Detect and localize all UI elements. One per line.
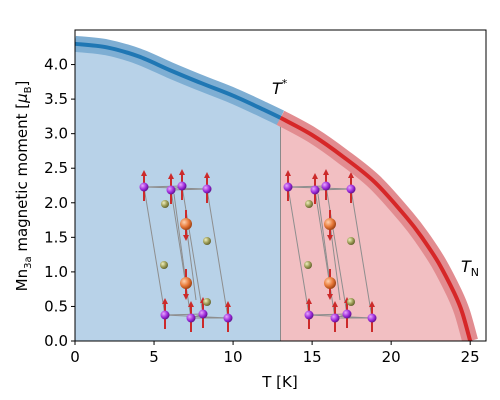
mn-atom — [139, 182, 149, 192]
x-tick-label: 15 — [303, 348, 322, 366]
series-blue-line — [75, 41, 282, 120]
bond-line — [164, 313, 204, 316]
mn-atom — [160, 310, 170, 320]
y-tick-label: 0.0 — [44, 332, 68, 350]
y-axis-ticks: 0.0 0.5 1.0 1.5 2.0 2.5 3.0 3.5 4.0 — [44, 56, 75, 350]
t-n-sub: N — [471, 266, 479, 279]
x-tick-label: 25 — [461, 348, 480, 366]
moment-arrow-head — [327, 294, 333, 300]
y-tick-label: 1.5 — [44, 228, 68, 246]
moment-arrow-head — [183, 294, 189, 300]
plot-frame — [74, 29, 487, 342]
mn-atom — [202, 184, 212, 194]
t-n-base: T — [461, 257, 472, 276]
mn-atom — [186, 313, 196, 323]
y-tick-label: 2.5 — [44, 159, 68, 177]
moment-arrow-head — [306, 298, 312, 304]
y-title-rest: magnetic moment [ — [13, 103, 31, 257]
mn-atom — [346, 184, 356, 194]
mn-atom — [198, 309, 208, 319]
moment-arrow-head — [327, 235, 333, 241]
crystal-structure-inset-right — [283, 169, 377, 332]
mn-atom — [342, 309, 352, 319]
x-axis-ticks: 0 5 10 15 20 25 — [70, 341, 480, 366]
moment-arrow-head — [323, 169, 329, 175]
moment-arrow-head — [348, 172, 354, 178]
y-title-close: ] — [13, 81, 31, 87]
bond-line — [308, 313, 348, 316]
y-tick-label: 0.5 — [44, 297, 68, 315]
mn-atom-large — [180, 277, 192, 289]
mn-atom — [223, 313, 233, 323]
x-tick-label: 10 — [224, 348, 243, 366]
bond-line — [170, 188, 208, 191]
y-title-mu: μ — [13, 93, 31, 104]
crystal-structure-inset-left — [139, 169, 233, 332]
moment-arrow-head — [285, 170, 291, 176]
t-star-annotation: T* — [272, 77, 288, 98]
y-title-sub: 3a — [23, 256, 34, 269]
bond-line — [287, 186, 310, 316]
mn-atom-large — [180, 218, 192, 230]
series-red-line — [279, 116, 473, 341]
bond-line — [325, 185, 348, 315]
moment-arrow-head — [188, 301, 194, 307]
mn-atom — [310, 185, 320, 195]
mn-atom — [166, 185, 176, 195]
series-lines — [75, 35, 478, 341]
bond-line — [173, 193, 187, 284]
x-tick-label: 20 — [382, 348, 401, 366]
moment-arrow-head — [369, 301, 375, 307]
t-n-annotation: TN — [461, 257, 479, 279]
y-tick-label: 1.0 — [44, 263, 68, 281]
moment-arrow-head — [162, 298, 168, 304]
moment-arrow-head — [141, 170, 147, 176]
mn-atom — [321, 181, 331, 191]
ligand-atom — [160, 261, 168, 269]
mn-atom-large — [324, 277, 336, 289]
y-tick-label: 2.0 — [44, 194, 68, 212]
y-tick-label: 3.5 — [44, 90, 68, 108]
moment-arrow-head — [183, 235, 189, 241]
moment-arrow-head — [168, 173, 174, 179]
mn-atom — [304, 310, 314, 320]
ligand-atom — [161, 200, 169, 208]
moment-arrow-head — [225, 301, 231, 307]
y-title-mu-sub: B — [23, 86, 34, 93]
moment-arrow-head — [204, 172, 210, 178]
x-tick-label: 0 — [70, 348, 80, 366]
t-star-base: T — [272, 79, 283, 98]
low-temperature-phase-region — [75, 43, 281, 341]
bond-line — [143, 185, 183, 188]
moment-arrow-head — [312, 173, 318, 179]
mn-atom-large — [324, 218, 336, 230]
mn-atom — [367, 313, 377, 323]
mn-atom — [330, 313, 340, 323]
ligand-atom — [347, 298, 355, 306]
bond-line — [143, 186, 166, 316]
bond-line — [314, 188, 352, 191]
moment-arrow-head — [332, 301, 338, 307]
bond-line — [206, 188, 229, 319]
y-tick-label: 3.0 — [44, 125, 68, 143]
moment-arrow-head — [179, 169, 185, 175]
bond-line — [287, 185, 327, 188]
t-star-sup: * — [282, 77, 288, 90]
ligand-atom — [347, 237, 355, 245]
ligand-atom — [304, 261, 312, 269]
mn-atom — [177, 181, 187, 191]
bond-line — [317, 193, 331, 284]
bond-line — [181, 185, 204, 315]
x-tick-label: 5 — [149, 348, 159, 366]
y-title-base: Mn — [13, 269, 31, 291]
mn-atom — [283, 182, 293, 192]
y-axis-title: Mn3a magnetic moment [μB] — [13, 81, 34, 292]
ligand-atom — [203, 298, 211, 306]
x-axis-title: T [K] — [261, 373, 297, 391]
ligand-atom — [203, 237, 211, 245]
y-tick-label: 4.0 — [44, 56, 68, 74]
ligand-atom — [305, 200, 313, 208]
bond-line — [350, 188, 373, 319]
